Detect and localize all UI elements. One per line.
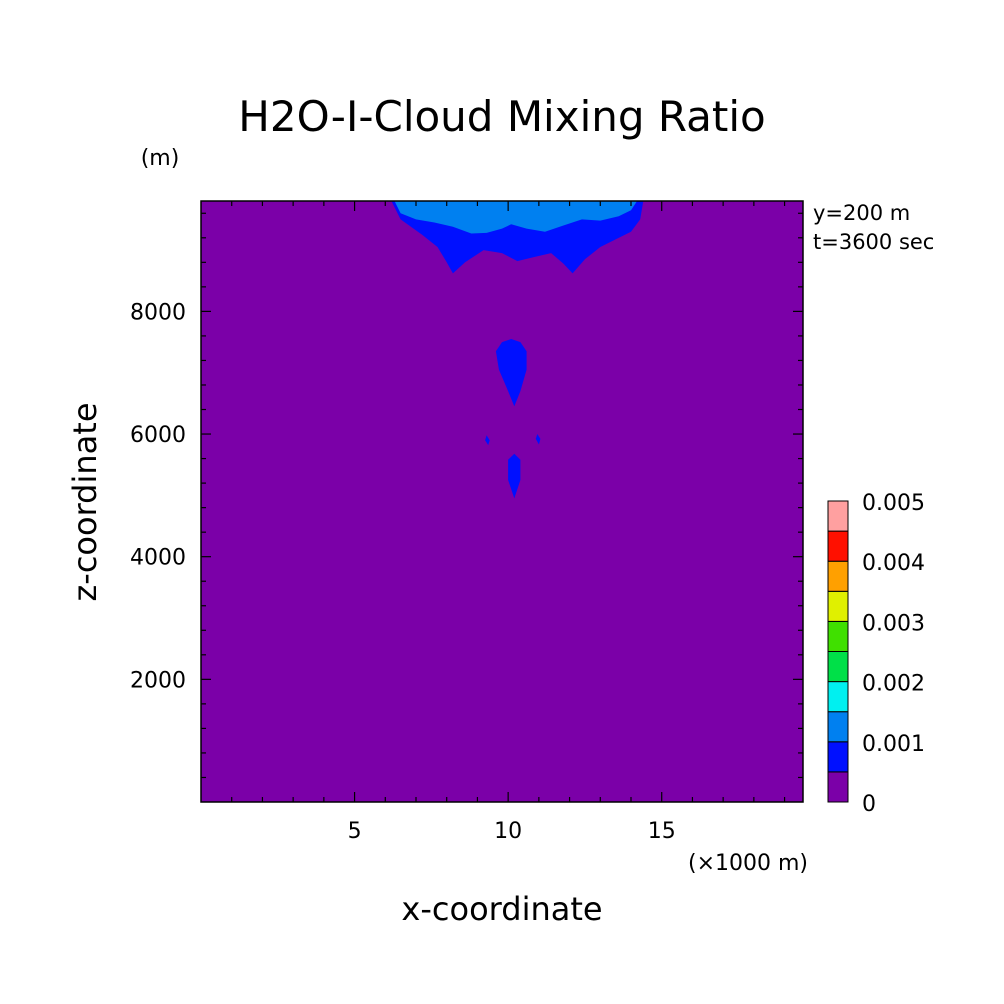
colorbar-swatch-8 — [827, 530, 849, 562]
colorbar-swatch-1 — [827, 741, 849, 773]
colorbar-swatch-3 — [827, 681, 849, 713]
colorbar-swatch-2 — [827, 711, 849, 743]
y-tick-label: 2000 — [130, 668, 186, 693]
contour-region-2 — [495, 339, 527, 407]
x-axis-unit: (×1000 m) — [688, 851, 808, 876]
colorbar-tick-label: 0.002 — [862, 672, 925, 697]
colorbar-swatch-6 — [827, 590, 849, 622]
contour-region-1 — [394, 201, 638, 234]
colorbar-swatch-4 — [827, 651, 849, 683]
y-axis-unit: (m) — [141, 146, 180, 171]
y-tick-label: 8000 — [130, 300, 186, 325]
x-tick-label: 5 — [348, 819, 362, 844]
colorbar: 0 0.001 0.002 0.003 0.004 0.005 — [827, 491, 925, 817]
contour-region-5 — [535, 434, 541, 445]
contour-region-4 — [485, 435, 490, 446]
plot-area — [200, 200, 804, 803]
colorbar-swatch-5 — [827, 620, 849, 653]
y-tick-label: 6000 — [130, 423, 186, 448]
annotation-y-position: y=200 m — [813, 201, 910, 225]
x-axis-label: x-coordinate — [401, 890, 602, 928]
colorbar-swatch-7 — [827, 560, 849, 592]
colorbar-tick-label: 0 — [862, 792, 876, 817]
chart-title: H2O-I-Cloud Mixing Ratio — [238, 92, 765, 141]
annotation-time: t=3600 sec — [813, 230, 934, 254]
colorbar-tick-label: 0.005 — [862, 491, 925, 516]
colorbar-tick-label: 0.003 — [862, 611, 925, 636]
plot-frame — [200, 200, 804, 803]
contour-region-3 — [508, 453, 521, 499]
plot-background — [201, 201, 803, 802]
colorbar-swatch-9 — [827, 500, 849, 532]
x-tick-label: 10 — [494, 819, 522, 844]
colorbar-tick-label: 0.001 — [862, 732, 925, 757]
y-tick-label: 4000 — [130, 546, 186, 571]
x-tick-label: 15 — [648, 819, 676, 844]
colorbar-swatch-0 — [827, 771, 849, 803]
y-axis-label: z-coordinate — [66, 402, 104, 601]
colorbar-tick-label: 0.004 — [862, 551, 925, 576]
